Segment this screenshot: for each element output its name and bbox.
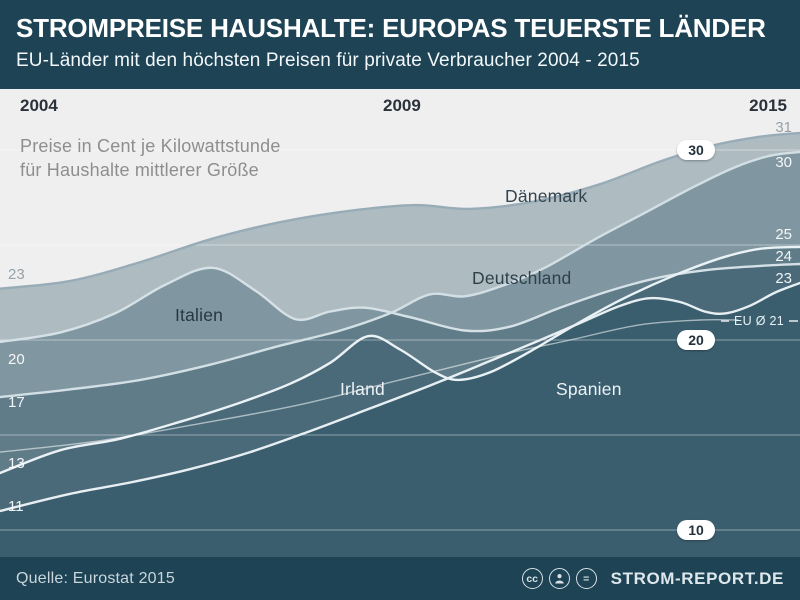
header: STROMPREISE HAUSHALTE: EUROPAS TEUERSTE … xyxy=(0,0,800,89)
axis-pill-label-10: 10 xyxy=(688,522,704,538)
area-it xyxy=(0,264,800,557)
end-value-spanien: 23 xyxy=(775,270,792,287)
line-eu-average xyxy=(0,318,739,453)
chart-note-line2: für Haushalte mittlerer Größe xyxy=(20,160,259,180)
area-label-spanien: Spanien xyxy=(556,379,622,399)
x-tick-2009: 2009 xyxy=(383,96,421,115)
line-ie xyxy=(0,245,800,475)
area-label-italien: Italien xyxy=(175,305,224,325)
area-label-daenemark: Dänemark xyxy=(505,186,588,206)
eu-average-label: EU Ø 21 xyxy=(720,313,798,329)
page-title: STROMPREISE HAUSHALTE: EUROPAS TEUERSTE … xyxy=(16,13,766,43)
axis-pill-20 xyxy=(677,330,715,350)
area-label-irland: Irland xyxy=(340,379,385,399)
footer: Quelle: Eurostat 2015 cc = STROM-REPORT.… xyxy=(0,557,800,600)
brand-name: STROM-REPORT.DE xyxy=(610,568,784,588)
chart-note-line1: Preise in Cent je Kilowattstunde xyxy=(20,136,281,156)
axis-pill-10 xyxy=(677,520,715,540)
line-it xyxy=(0,262,800,344)
area-ie xyxy=(0,246,800,557)
eu-line-dash-left xyxy=(720,320,729,322)
end-value-daenemark: 31 xyxy=(775,119,792,136)
chart-canvas: 30 20 10 xyxy=(0,131,800,557)
chart-note: Preise in Cent je Kilowattstunde für Hau… xyxy=(20,134,281,182)
area-chart: 30 20 10 2004 2009 2015 Preise in Cent je … xyxy=(0,89,800,557)
area-dk xyxy=(0,132,800,557)
brand-block: cc = STROM-REPORT.DE xyxy=(521,568,784,589)
cc-license-icon: cc xyxy=(521,568,543,589)
line-de xyxy=(0,150,800,399)
cc-by-person-icon xyxy=(548,568,570,589)
person-glyph xyxy=(554,574,564,584)
area-label-deutschland: Deutschland xyxy=(472,268,572,288)
line-es xyxy=(0,281,800,513)
source-note: Quelle: Eurostat 2015 xyxy=(16,569,175,587)
x-tick-2015: 2015 xyxy=(749,96,787,115)
page-subtitle: EU-Länder mit den höchsten Preisen für p… xyxy=(16,50,640,71)
axis-pill-30 xyxy=(677,140,715,160)
start-value-deutschland: 17 xyxy=(8,394,25,411)
start-value-spanien: 11 xyxy=(8,498,24,515)
area-es xyxy=(0,283,800,557)
axis-pill-label-20: 20 xyxy=(688,332,704,348)
area-de xyxy=(0,151,800,557)
start-value-italien: 20 xyxy=(8,351,25,368)
end-value-deutschland: 30 xyxy=(775,154,792,171)
end-value-irland: 25 xyxy=(775,226,792,243)
start-value-irland: 13 xyxy=(8,455,25,472)
x-tick-2004: 2004 xyxy=(20,96,58,115)
cc-nd-license-icon: = xyxy=(575,568,597,589)
eu-average-text: EU Ø 21 xyxy=(733,314,784,328)
eu-line-dash-right xyxy=(789,320,798,322)
axis-pill-label-30: 30 xyxy=(688,142,704,158)
start-value-daenemark: 23 xyxy=(8,266,25,283)
end-value-italien: 24 xyxy=(775,248,792,265)
